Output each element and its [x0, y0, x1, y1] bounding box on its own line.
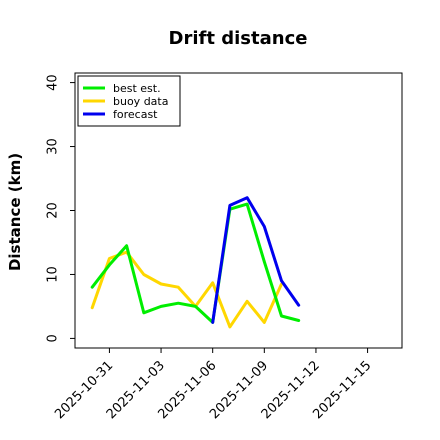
- legend-label: forecast: [113, 108, 158, 121]
- y-tick-label: 40: [46, 74, 61, 91]
- series-layer: [90, 196, 301, 329]
- y-tick-label: 30: [46, 138, 61, 155]
- y-axis: 0 10 20 30 40: [46, 74, 75, 343]
- y-tick-label: 0: [46, 334, 61, 342]
- y-axis-label: Distance (km): [6, 153, 24, 271]
- y-tick-label: 20: [46, 202, 61, 219]
- legend-label: best est.: [113, 82, 161, 95]
- chart-title: Drift distance: [169, 28, 308, 49]
- x-axis: 2025-10-312025-11-032025-11-062025-11-09…: [52, 348, 374, 422]
- series-line-buoy-data: [90, 250, 283, 329]
- legend-label: buoy data: [113, 95, 168, 108]
- series-line-forecast: [211, 196, 301, 324]
- y-tick-label: 10: [46, 266, 61, 283]
- series-line-best-est: [90, 202, 301, 324]
